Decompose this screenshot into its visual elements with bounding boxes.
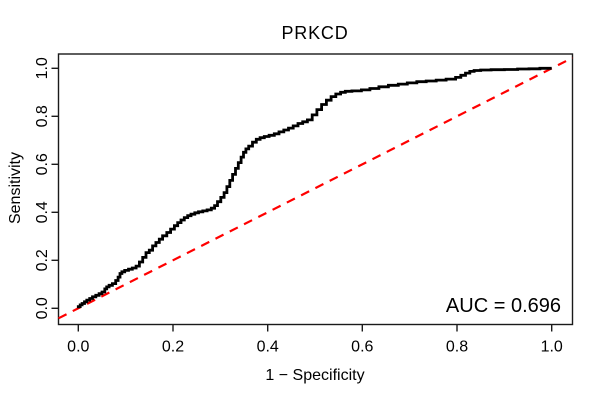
x-tick-label: 0.8 — [446, 339, 468, 356]
y-tick-label: 0.0 — [34, 297, 51, 319]
y-axis-title: Sensitivity — [7, 152, 24, 224]
y-tick-label: 0.2 — [34, 249, 51, 271]
x-tick-label: 0.6 — [351, 339, 373, 356]
x-tick-label: 1.0 — [541, 339, 563, 356]
x-tick-label: 0.4 — [257, 339, 279, 356]
x-tick-label: 0.0 — [67, 339, 89, 356]
x-axis: 0.0 0.2 0.4 0.6 0.8 1.0 — [67, 324, 563, 356]
x-axis-title: 1 − Specificity — [265, 367, 364, 384]
chart-title: PRKCD — [281, 23, 348, 43]
reference-diagonal-line — [58, 56, 573, 320]
auc-annotation: AUC = 0.696 — [446, 295, 561, 317]
y-tick-label: 0.8 — [34, 105, 51, 127]
y-tick-label: 0.6 — [34, 153, 51, 175]
y-tick-label: 1.0 — [34, 57, 51, 79]
y-tick-label: 0.4 — [34, 201, 51, 223]
roc-curve — [76, 66, 552, 309]
plot-box — [57, 53, 574, 326]
x-tick-label: 0.2 — [162, 339, 184, 356]
y-axis: 0.0 0.2 0.4 0.6 0.8 1.0 — [34, 57, 59, 319]
